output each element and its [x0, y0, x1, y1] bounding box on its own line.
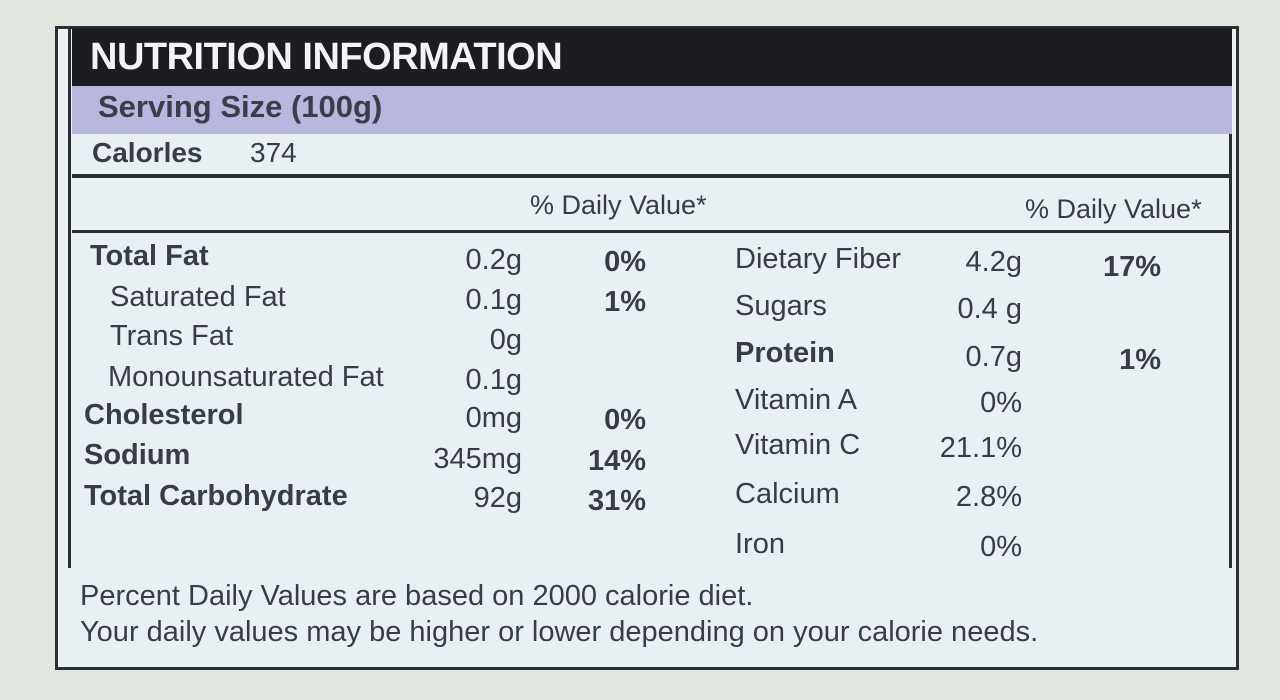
footnote-line-2: Your daily values may be higher or lower…: [80, 616, 1039, 648]
label-title: NUTRITION INFORMATION: [90, 36, 563, 78]
nutrient-name: Total Carbohydrate: [84, 480, 348, 512]
nutrient-amount: 0g: [489, 324, 522, 356]
nutrient-amount: 0%: [980, 387, 1022, 419]
nutrient-name: Saturated Fat: [110, 281, 286, 313]
nutrient-name: Sugars: [735, 290, 827, 322]
nutrient-name: Dietary Fiber: [735, 243, 901, 275]
nutrient-name: Protein: [735, 337, 835, 369]
nutrient-daily-value: 31%: [587, 485, 646, 517]
label-inner-frame: [68, 28, 1232, 568]
nutrient-daily-value: 14%: [587, 445, 646, 477]
daily-value-header-left: % Daily Value*: [530, 190, 707, 220]
serving-size: Serving Size (100g): [98, 89, 383, 124]
nutrient-name: Vitamin A: [735, 384, 857, 416]
title-bar: [72, 28, 1232, 86]
nutrient-amount: 0.1g: [465, 364, 522, 396]
nutrient-amount: 0mg: [465, 402, 522, 434]
nutrient-daily-value: 0%: [604, 246, 646, 278]
nutrient-daily-value: 1%: [1119, 344, 1161, 376]
nutrient-name: Sodium: [84, 439, 191, 471]
nutrient-name: Trans Fat: [110, 320, 234, 352]
nutrient-amount: 0.2g: [465, 244, 522, 276]
nutrient-amount: 2.8%: [955, 481, 1022, 513]
nutrient-amount: 0.7g: [965, 341, 1022, 373]
nutrient-name: Total Fat: [90, 240, 209, 272]
nutrient-amount: 0%: [980, 531, 1022, 563]
nutrient-daily-value: 1%: [604, 286, 646, 318]
daily-value-header-right: % Daily Value*: [1025, 194, 1202, 224]
nutrient-amount: 92g: [473, 482, 522, 514]
daily-value-header-row: [72, 180, 1232, 233]
nutrient-name: Iron: [735, 528, 785, 560]
nutrient-amount: 4.2g: [965, 246, 1022, 278]
nutrient-name: Vitamin C: [735, 429, 861, 461]
nutrient-amount: 0.1g: [465, 284, 522, 316]
nutrient-amount: 345mg: [433, 443, 522, 475]
calories-value: 374: [250, 137, 297, 168]
nutrient-daily-value: 0%: [604, 404, 646, 436]
footnote-line-1: Percent Daily Values are based on 2000 c…: [80, 580, 754, 612]
calories-label: Calorles: [92, 137, 203, 168]
nutrient-daily-value: 17%: [1102, 251, 1161, 283]
nutrient-amount: 21.1%: [939, 432, 1022, 464]
calories-row: [72, 134, 1232, 178]
nutrient-name: Calcium: [735, 478, 840, 510]
nutrient-name: Monounsaturated Fat: [108, 361, 384, 393]
nutrient-name: Cholesterol: [84, 399, 244, 431]
nutrient-amount: 0.4 g: [957, 293, 1023, 325]
serving-size-bar: [72, 86, 1232, 134]
